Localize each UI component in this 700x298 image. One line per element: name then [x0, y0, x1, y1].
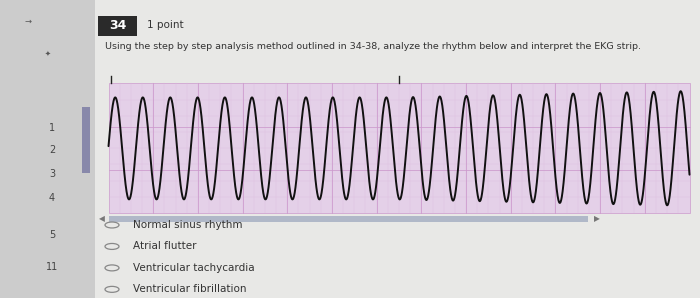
Bar [0, 0, 94, 298]
Text: 11: 11 [46, 262, 58, 272]
Text: ▶: ▶ [594, 214, 599, 223]
Bar [108, 83, 690, 213]
Bar [94, 0, 700, 298]
Text: Using the step by step analysis method outlined in 34-38, analyze the rhythm bel: Using the step by step analysis method o… [105, 42, 641, 51]
Text: ◀: ◀ [99, 214, 105, 223]
Text: Normal sinus rhythm: Normal sinus rhythm [133, 220, 242, 230]
Text: 1 point: 1 point [147, 20, 183, 30]
Text: 3: 3 [49, 169, 55, 179]
Text: Ventricular tachycardia: Ventricular tachycardia [133, 263, 255, 273]
Text: 4: 4 [49, 193, 55, 203]
Bar [82, 107, 90, 173]
Bar [108, 216, 588, 222]
Text: ✦: ✦ [44, 51, 50, 57]
Text: 34: 34 [109, 19, 126, 32]
Text: →: → [25, 16, 32, 25]
Text: 1: 1 [49, 123, 55, 133]
Text: Ventricular fibrillation: Ventricular fibrillation [133, 284, 246, 294]
Text: 5: 5 [49, 230, 55, 240]
Text: Atrial flutter: Atrial flutter [133, 241, 197, 252]
Text: 2: 2 [49, 145, 55, 156]
Bar [98, 16, 136, 36]
